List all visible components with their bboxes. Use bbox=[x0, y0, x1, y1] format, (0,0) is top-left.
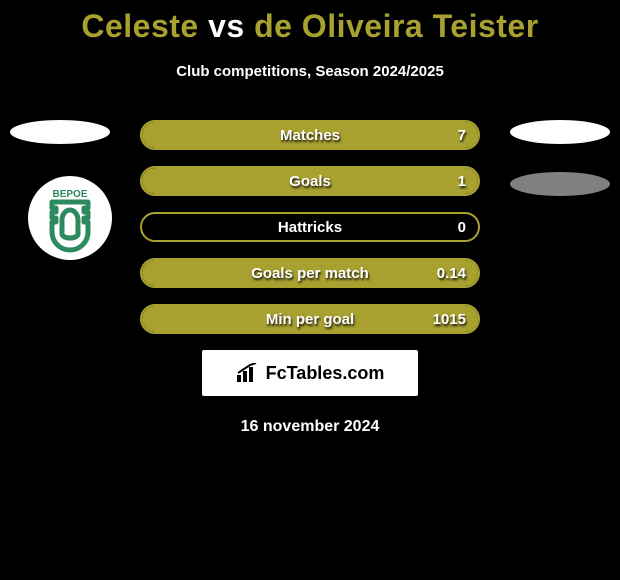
stat-row-matches: Matches 7 bbox=[140, 120, 480, 150]
vs-text: vs bbox=[208, 8, 245, 44]
club-badge-left: BEPOE bbox=[28, 176, 112, 260]
bar-chart-icon bbox=[236, 363, 260, 383]
left-placeholder-1 bbox=[10, 120, 110, 144]
right-placeholder-2 bbox=[510, 172, 610, 196]
stat-rows: Matches 7 Goals 1 Hattricks 0 Goals per … bbox=[140, 120, 480, 334]
stat-row-gpm: Goals per match 0.14 bbox=[140, 258, 480, 288]
competition-subtitle: Club competitions, Season 2024/2025 bbox=[0, 63, 620, 80]
brand-box[interactable]: FcTables.com bbox=[202, 350, 418, 396]
club-crest-icon: BEPOE bbox=[32, 180, 108, 256]
comparison-title: Celeste vs de Oliveira Teister bbox=[0, 0, 620, 45]
stat-value: 0 bbox=[458, 214, 466, 240]
stat-value: 0.14 bbox=[437, 260, 466, 286]
stat-value: 1015 bbox=[433, 306, 466, 332]
stat-row-hattricks: Hattricks 0 bbox=[140, 212, 480, 242]
stat-value: 1 bbox=[458, 168, 466, 194]
stat-row-mpg: Min per goal 1015 bbox=[140, 304, 480, 334]
stat-label: Goals per match bbox=[142, 260, 478, 286]
stat-label: Min per goal bbox=[142, 306, 478, 332]
date-text: 16 november 2024 bbox=[0, 418, 620, 436]
content-area: BEPOE Matches 7 Goals 1 Hattricks 0 Goal… bbox=[0, 120, 620, 436]
right-placeholder-1 bbox=[510, 120, 610, 144]
stat-label: Matches bbox=[142, 122, 478, 148]
stat-value: 7 bbox=[458, 122, 466, 148]
player2-name: de Oliveira Teister bbox=[254, 8, 539, 44]
badge-text: BEPOE bbox=[52, 189, 87, 200]
brand-text: FcTables.com bbox=[266, 363, 385, 384]
player1-name: Celeste bbox=[81, 8, 198, 44]
stat-label: Hattricks bbox=[142, 214, 478, 240]
stat-row-goals: Goals 1 bbox=[140, 166, 480, 196]
stat-label: Goals bbox=[142, 168, 478, 194]
